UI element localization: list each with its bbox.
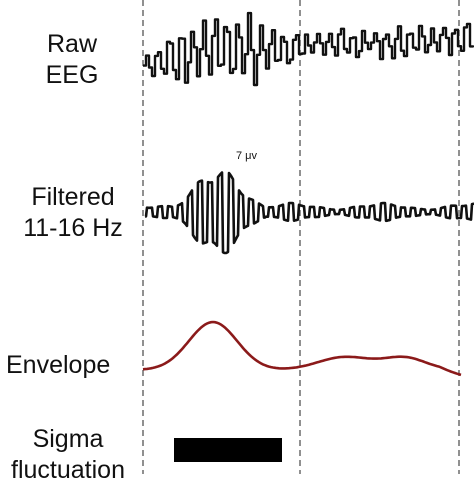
filtered-trace [144,171,474,255]
filtered-label-line-1: Filtered [31,183,115,211]
raw-eeg-trace [143,11,474,87]
sigma-fluctuation-bar [174,438,282,462]
envelope-curve [142,320,462,377]
filtered-label: Filtered 11-16 Hz [6,182,140,244]
filtered-line [144,171,474,255]
sigma-label-line-1: Sigma [32,425,104,453]
diagram-canvas [142,0,474,474]
sigma-label-line-2: fluctuation [11,456,125,484]
time-dividers [142,0,460,474]
raw-eeg-label: Raw EEG [22,29,122,91]
raw-label-line-2: EEG [45,61,99,89]
eeg-sigma-diagram: Raw EEG Filtered 11-16 Hz Envelope Sigma… [6,0,474,484]
envelope-label: Envelope [6,351,111,379]
sigma-fluctuation-label: Sigma fluctuation [0,424,136,486]
raw-eeg-line [143,11,474,87]
filtered-label-line-2: 11-16 Hz [23,214,123,242]
scale-bar-label: 7 μv [236,150,258,162]
raw-label-line-1: Raw [46,30,97,58]
